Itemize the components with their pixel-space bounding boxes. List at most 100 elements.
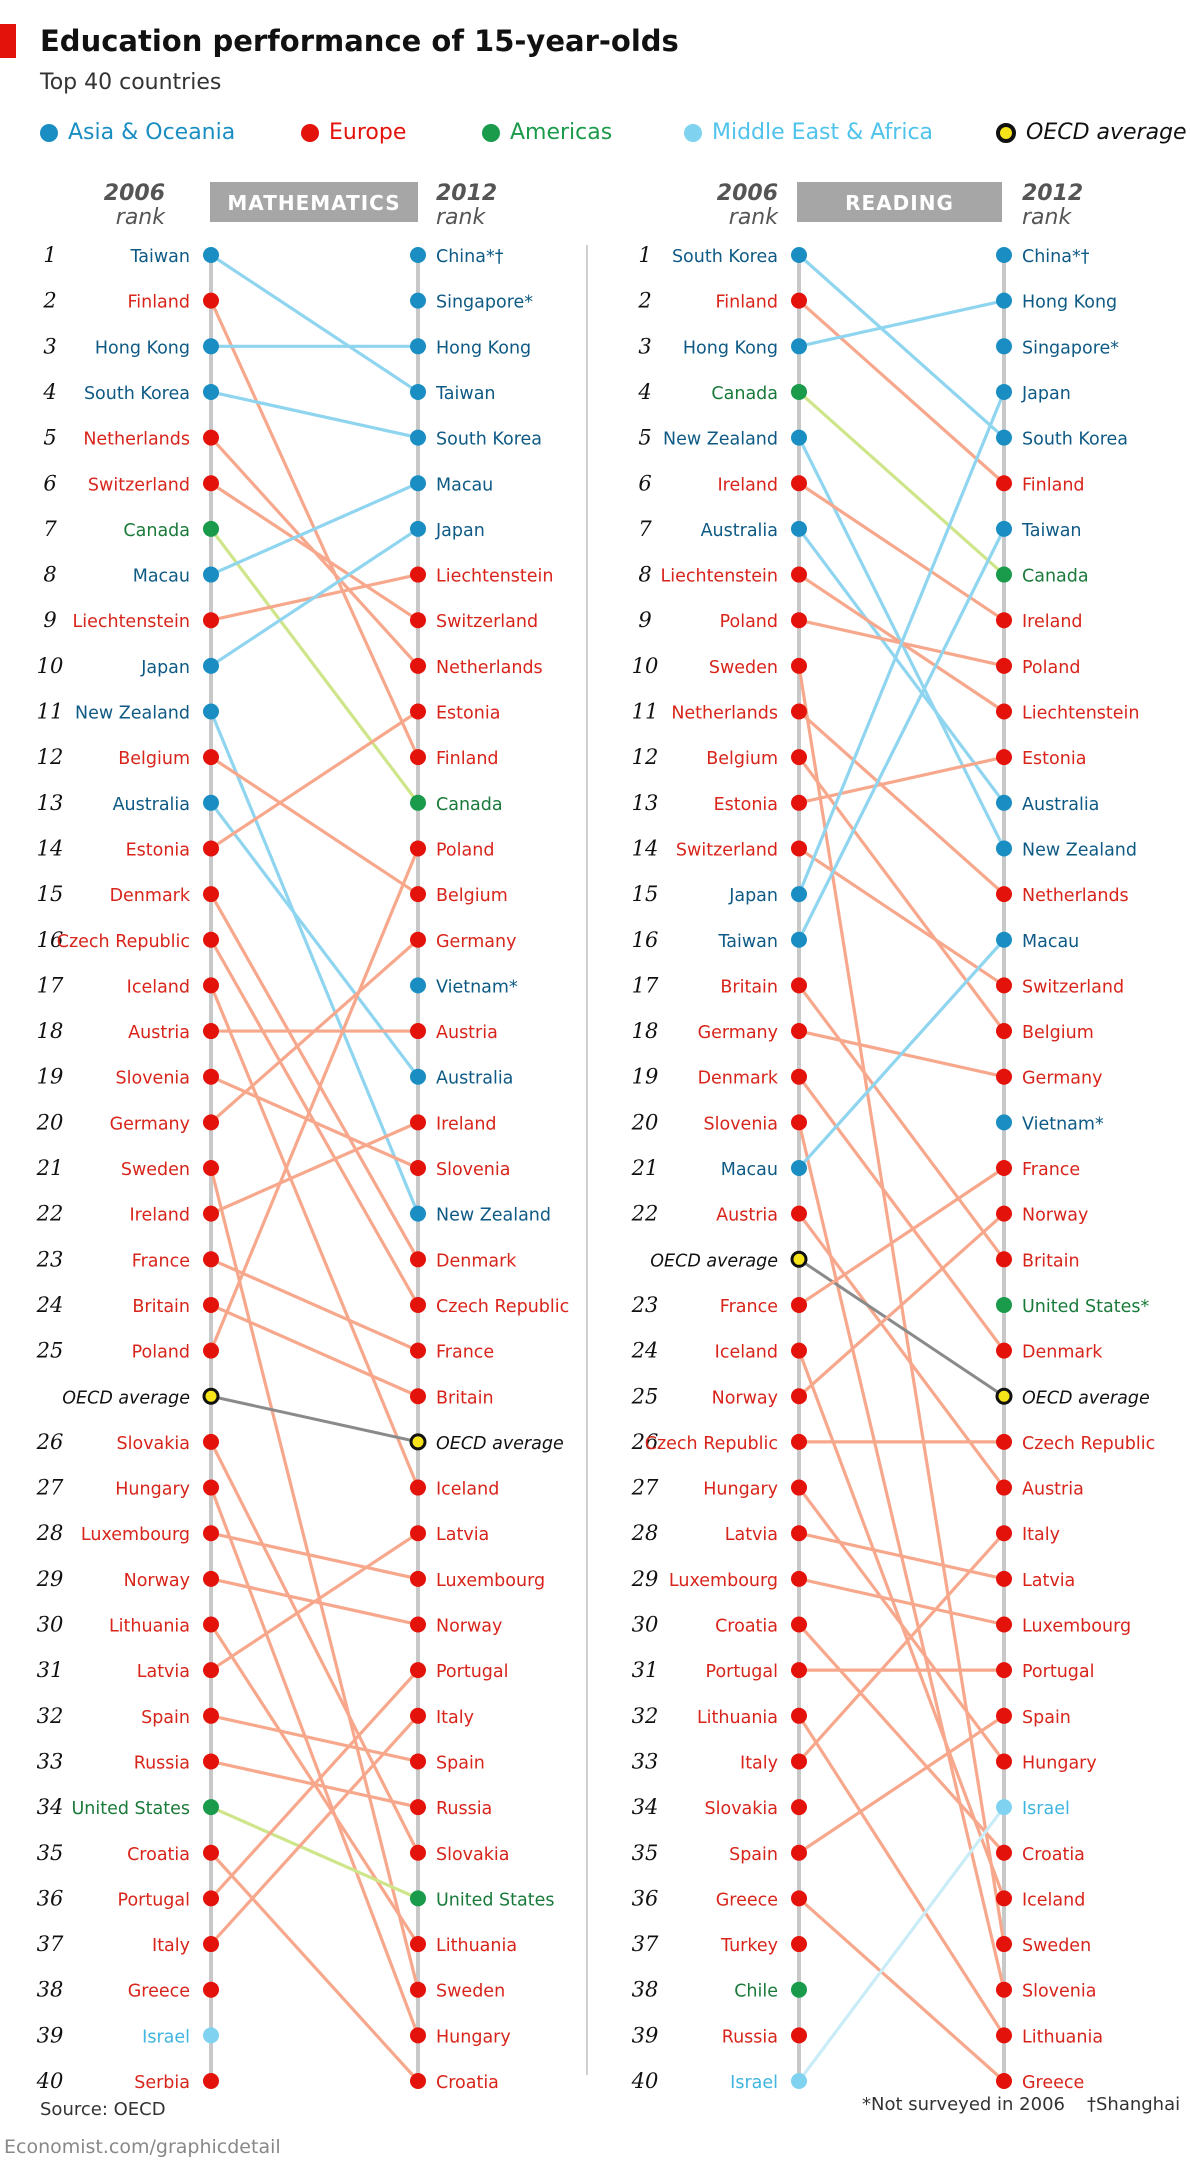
mathematics-dot-2006: [203, 1890, 219, 1907]
mathematics-dot-2006: [203, 931, 219, 948]
mathematics-country-2006: Australia: [113, 795, 190, 815]
reading-dot-2006: [791, 749, 807, 766]
reading-connector-italy: [797, 1532, 1006, 1763]
mathematics-connector-portugal: [209, 1669, 420, 1900]
mathematics-country-2012: United States: [436, 1890, 555, 1910]
mathematics-rank-2006: 30: [37, 1613, 64, 1637]
reading-rank-2006: 12: [632, 745, 659, 769]
mathematics-header-box: [210, 182, 418, 222]
reading-rank-2006: 7: [638, 517, 652, 541]
mathematics-dot-2012: [410, 1570, 426, 1587]
reading-country-2006: Italy: [740, 1753, 778, 1773]
reading-dot-2006: [791, 1296, 807, 1313]
mathematics-country-2006: Slovenia: [116, 1069, 190, 1089]
reading-dot-2006: [791, 794, 807, 811]
reading-country-2006: Britain: [720, 977, 778, 997]
reading-dot-2012: [996, 886, 1012, 903]
mathematics-rank-2006: 21: [36, 1156, 64, 1180]
reading-country-2006: Canada: [711, 384, 778, 404]
mathematics-dot-2012: [410, 1981, 426, 1998]
mathematics-dot-2012: [410, 475, 426, 492]
legend-label-americas: Americas: [510, 120, 613, 145]
reading-dot-2012: [996, 1114, 1012, 1131]
reading-country-2012: Britain: [1022, 1251, 1080, 1271]
reading-country-2012: Germany: [1022, 1069, 1102, 1089]
mathematics-country-2012: Liechtenstein: [436, 567, 554, 587]
mathematics-country-2012: Belgium: [436, 886, 508, 906]
reading-rank-2006: 5: [638, 426, 651, 450]
reading-country-2006: Estonia: [714, 795, 778, 815]
reading-dot-2006: [791, 1570, 807, 1587]
reading-rank-2006: 15: [632, 882, 659, 906]
reading-dot-2006: [791, 247, 807, 263]
mathematics-country-2012: Spain: [436, 1753, 485, 1773]
reading-country-2012: Belgium: [1022, 1023, 1094, 1043]
reading-rank-2006: 25: [631, 1384, 659, 1408]
reading-dot-2012: [996, 2027, 1012, 2044]
legend-label-oecd: OECD average: [1026, 120, 1187, 145]
reading-rank-2006: 19: [632, 1065, 659, 1089]
reading-rank-2006: 35: [632, 1841, 659, 1865]
mathematics-country-2012: Sweden: [436, 1982, 505, 2002]
reading-country-2012: Slovenia: [1022, 1982, 1096, 2002]
reading-country-2006: Netherlands: [671, 704, 778, 724]
reading-country-2006: Portugal: [706, 1662, 778, 1682]
reading-connector-croatia: [797, 1623, 1006, 1854]
mathematics-dot-2006: [203, 1023, 219, 1040]
mathematics-rank-2006: 29: [36, 1567, 64, 1591]
legend-item-europe: Europe: [301, 120, 406, 145]
reading-country-2012: Greece: [1022, 2073, 1084, 2093]
mathematics-dot-2012: [410, 931, 426, 948]
reading-dot-2006: [791, 1662, 807, 1679]
reading-dot-2006: [791, 977, 807, 994]
mathematics-connector-spain: [210, 1714, 419, 1764]
mathematics-country-2006: Czech Republic: [57, 932, 190, 952]
reading-dot-2006: [791, 1616, 807, 1633]
reading-dot-2006: [791, 1479, 807, 1496]
mathematics-country-2006: New Zealand: [75, 704, 190, 724]
reading-rank-2006: 20: [631, 1110, 659, 1134]
reading-country-2006: Taiwan: [717, 932, 778, 952]
mathematics-panel-title: MATHEMATICS: [227, 191, 400, 215]
reading-country-2012: Czech Republic: [1022, 1434, 1155, 1454]
mathematics-rank-2006: 35: [37, 1841, 64, 1865]
mathematics-rank-2006: 26: [36, 1430, 64, 1454]
reading-rank-2006: 37: [632, 1932, 659, 1956]
reading-rank-2006: 2: [637, 289, 651, 313]
reading-dot-2006: [791, 1068, 807, 1085]
mathematics-dot-2006: [203, 383, 219, 400]
mathematics-connector-britain: [210, 1303, 419, 1398]
mathematics-connector-australia: [209, 801, 420, 1078]
mathematics-country-2012: South Korea: [436, 430, 542, 450]
reading-dot-2012: [996, 1023, 1012, 1040]
reading-dot-2012: [996, 2073, 1012, 2089]
mathematics-country-2012: Netherlands: [436, 658, 543, 678]
mathematics-rank-2006: 32: [37, 1704, 64, 1728]
reading-country-2006: Sweden: [709, 658, 778, 678]
mathematics-rank-2006: 3: [43, 334, 56, 358]
reading-country-2012: Hong Kong: [1022, 293, 1117, 313]
reading-dot-2006: [791, 1707, 807, 1724]
reading-dot-2012: [996, 1844, 1012, 1861]
mathematics-dot-2012: [410, 794, 426, 811]
reading-rank-2006: 3: [638, 334, 651, 358]
mathematics-country-2006: Belgium: [118, 749, 190, 769]
mathematics-country-2012: Germany: [436, 932, 516, 952]
legend-item-mea: Middle East & Africa: [684, 120, 933, 145]
mathematics-rank-2006: 2: [42, 289, 56, 313]
reading-country-2012: Macau: [1022, 932, 1079, 952]
mathematics-dot-2012: [410, 1068, 426, 1085]
mathematics-connector-germany: [209, 938, 420, 1124]
reading-dot-2012: [996, 1799, 1012, 1816]
reading-dot-2012: [996, 612, 1012, 629]
mathematics-dot-2012: [410, 1890, 426, 1907]
reading-country-2012: Sweden: [1022, 1936, 1091, 1956]
reading-dot-2012: [996, 1890, 1012, 1907]
mathematics-connector-poland: [209, 847, 420, 1352]
reading-country-2012: Switzerland: [1022, 977, 1124, 997]
reading-country-2006: Russia: [722, 2027, 778, 2047]
reading-connector-hungary: [797, 1486, 1006, 1763]
mathematics-country-2006: France: [132, 1251, 190, 1271]
mathematics-dot-2012: [410, 2073, 426, 2089]
reading-country-2006: Slovenia: [704, 1114, 778, 1134]
